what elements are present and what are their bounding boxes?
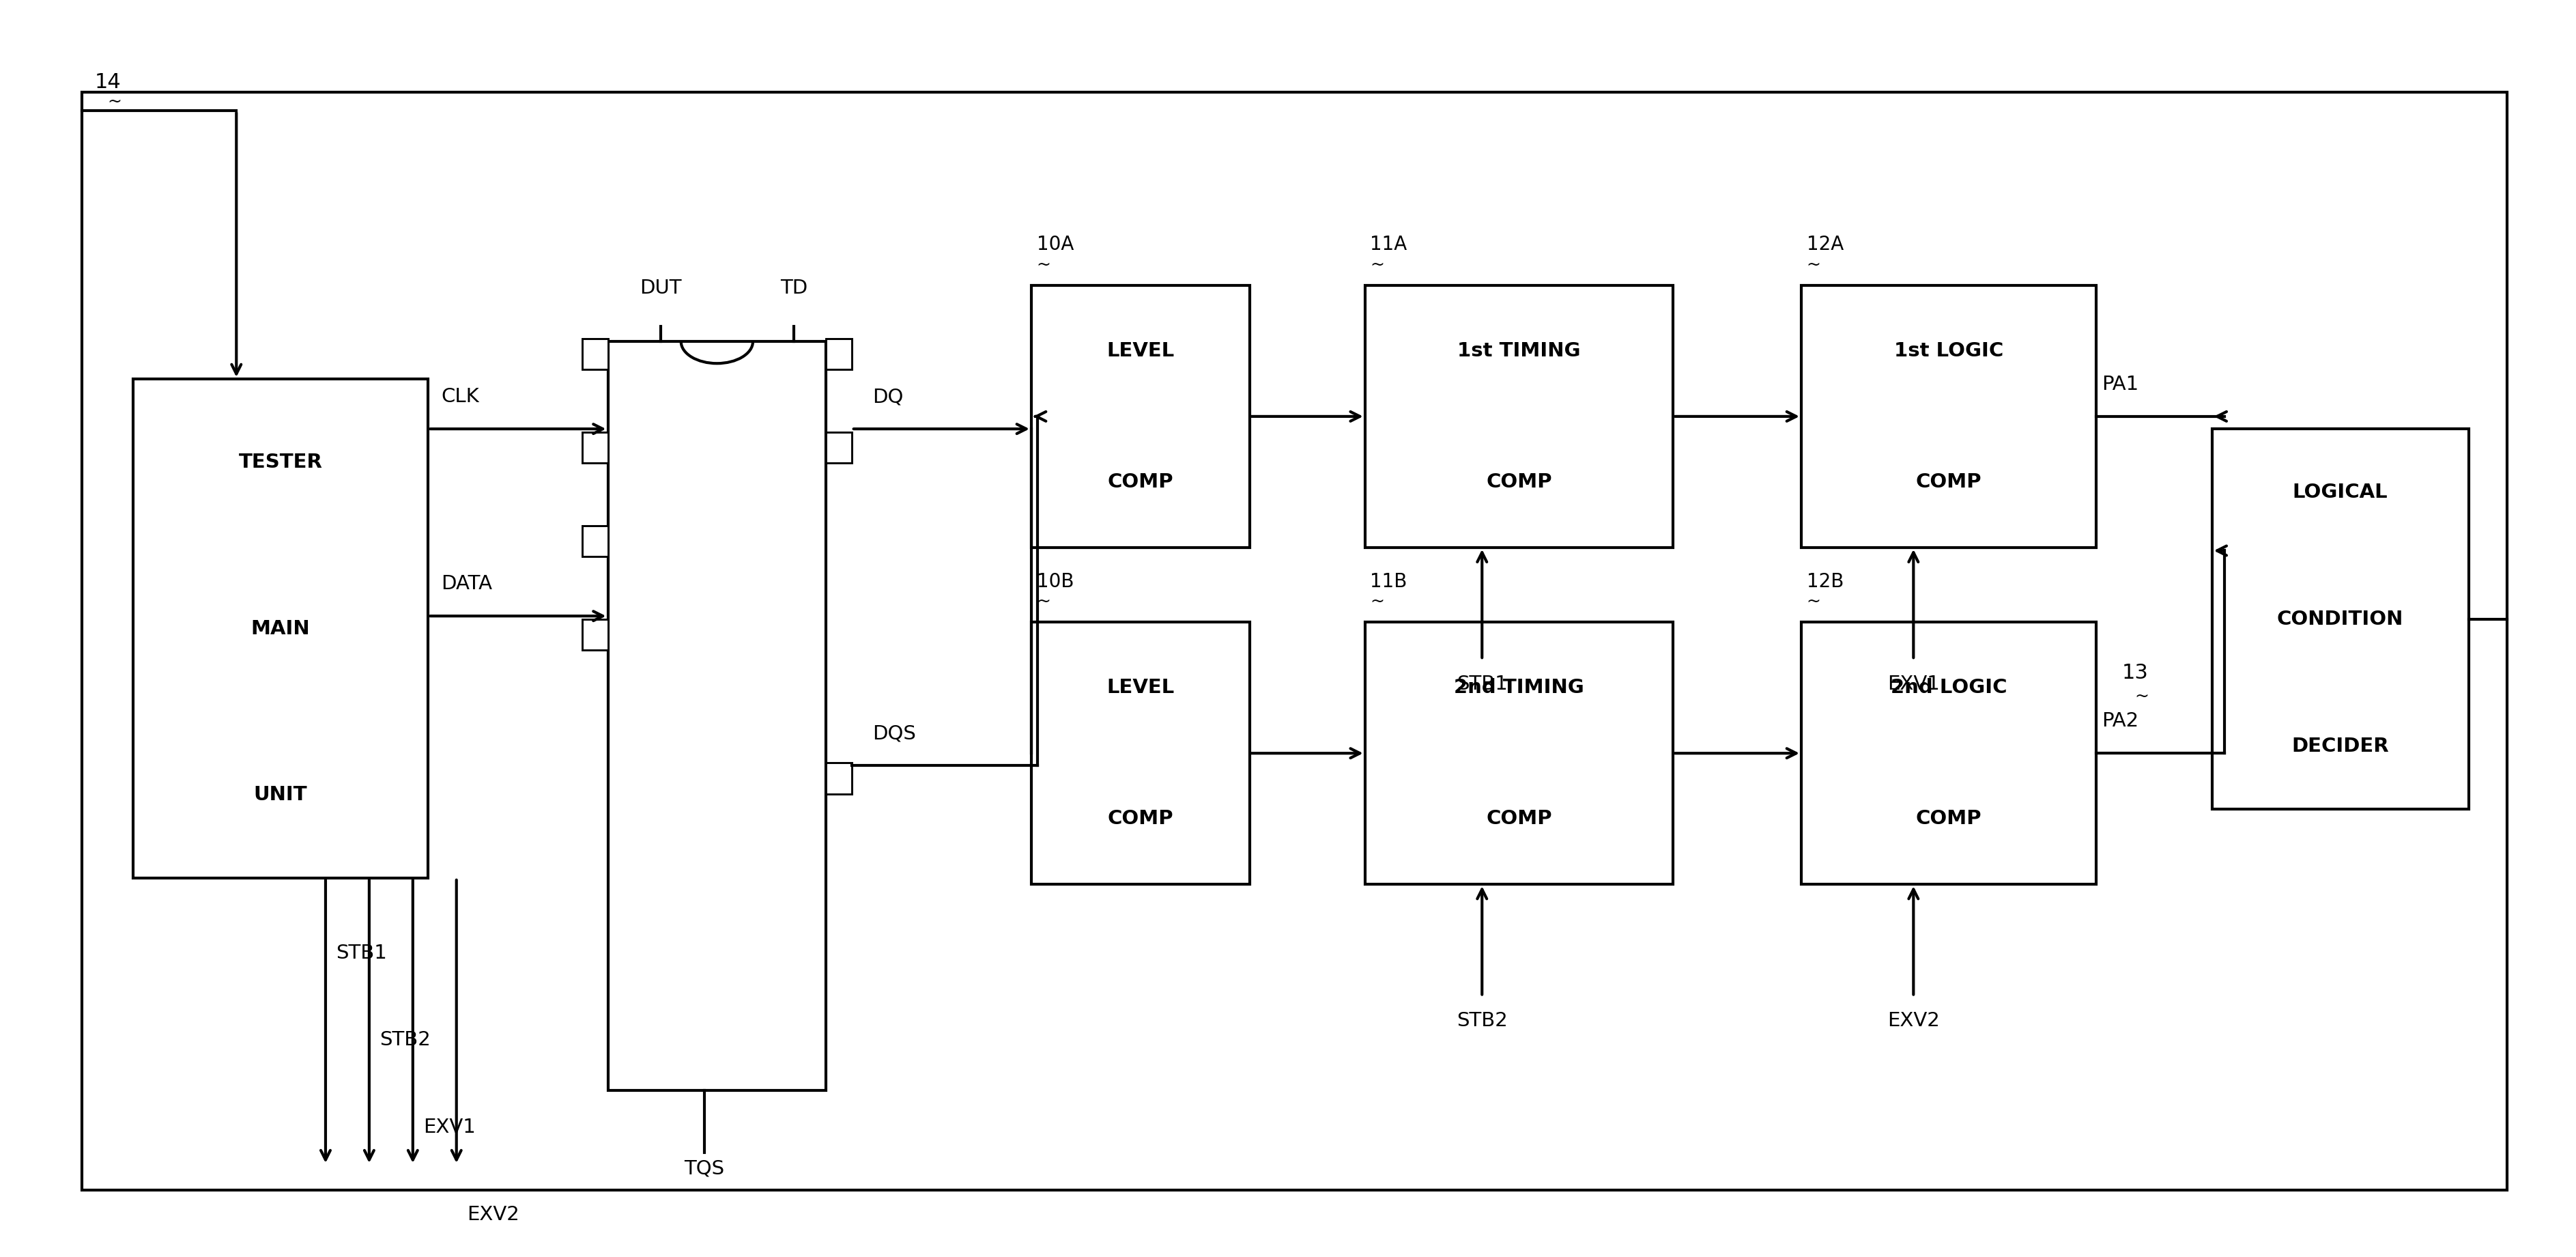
- Text: ~: ~: [1036, 256, 1051, 273]
- Text: COMP: COMP: [1486, 473, 1551, 491]
- Text: DECIDER: DECIDER: [2293, 737, 2388, 755]
- Text: EXV1: EXV1: [422, 1117, 477, 1138]
- Text: TQS: TQS: [685, 1159, 724, 1178]
- Text: 13: 13: [2123, 664, 2148, 683]
- Text: DATA: DATA: [440, 574, 492, 593]
- Text: PA2: PA2: [2102, 711, 2138, 730]
- Text: 11A: 11A: [1370, 235, 1406, 254]
- Bar: [827, 432, 853, 463]
- Text: LOGICAL: LOGICAL: [2293, 483, 2388, 502]
- Text: TESTER: TESTER: [240, 453, 322, 471]
- Text: STB2: STB2: [379, 1031, 430, 1050]
- Bar: [827, 763, 853, 794]
- Bar: [827, 338, 853, 370]
- Text: 11B: 11B: [1370, 572, 1406, 591]
- Text: 2nd TIMING: 2nd TIMING: [1453, 679, 1584, 698]
- Bar: [1801, 285, 2097, 547]
- Text: COMP: COMP: [1108, 810, 1175, 828]
- Text: PA1: PA1: [2102, 375, 2138, 393]
- Text: ~: ~: [2136, 688, 2148, 704]
- Text: EXV2: EXV2: [466, 1205, 520, 1224]
- Text: STB1: STB1: [335, 943, 386, 963]
- Bar: [134, 380, 428, 877]
- Text: EXV2: EXV2: [1888, 1012, 1940, 1031]
- Text: ~: ~: [1036, 593, 1051, 610]
- Text: ~: ~: [1370, 256, 1383, 273]
- Bar: [1365, 622, 1672, 884]
- Text: 1st LOGIC: 1st LOGIC: [1893, 342, 2004, 361]
- Bar: [582, 525, 608, 557]
- Text: 2nd LOGIC: 2nd LOGIC: [1891, 679, 2007, 698]
- Text: TD: TD: [781, 279, 809, 298]
- Bar: [82, 92, 2506, 1190]
- Text: DQS: DQS: [873, 724, 917, 743]
- Text: STB2: STB2: [1455, 1012, 1507, 1031]
- Text: EXV1: EXV1: [1888, 675, 1940, 694]
- Text: ~: ~: [1370, 593, 1383, 610]
- Text: UNIT: UNIT: [255, 786, 307, 804]
- Text: LEVEL: LEVEL: [1108, 679, 1175, 698]
- Text: 12A: 12A: [1806, 235, 1844, 254]
- Bar: [1030, 285, 1249, 547]
- Bar: [1801, 622, 2097, 884]
- Text: 10B: 10B: [1036, 572, 1074, 591]
- Text: ~: ~: [1806, 256, 1821, 273]
- Text: DUT: DUT: [639, 279, 683, 298]
- Text: ~: ~: [1806, 593, 1821, 610]
- Text: 1st TIMING: 1st TIMING: [1458, 342, 1582, 361]
- Bar: [1365, 285, 1672, 547]
- Text: 12B: 12B: [1806, 572, 1844, 591]
- Text: COMP: COMP: [1917, 810, 1981, 828]
- Bar: [608, 342, 827, 1090]
- Text: ~: ~: [108, 93, 121, 109]
- Text: DQ: DQ: [873, 387, 904, 406]
- Text: COMP: COMP: [1486, 810, 1551, 828]
- Text: STB1: STB1: [1455, 675, 1507, 694]
- Text: COMP: COMP: [1108, 473, 1175, 491]
- Bar: [1030, 622, 1249, 884]
- Text: 10A: 10A: [1036, 235, 1074, 254]
- Bar: [582, 338, 608, 370]
- Bar: [582, 620, 608, 650]
- Text: CLK: CLK: [440, 387, 479, 406]
- Text: CONDITION: CONDITION: [2277, 610, 2403, 628]
- Text: COMP: COMP: [1917, 473, 1981, 491]
- Bar: [2213, 429, 2468, 810]
- Text: MAIN: MAIN: [250, 618, 309, 639]
- Text: 14: 14: [95, 72, 121, 92]
- Text: LEVEL: LEVEL: [1108, 342, 1175, 361]
- Bar: [582, 432, 608, 463]
